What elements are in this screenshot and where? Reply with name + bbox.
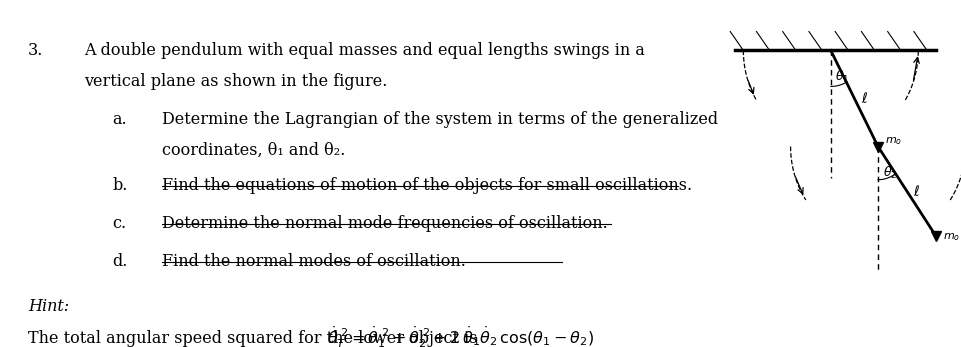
- Text: d.: d.: [112, 253, 128, 270]
- Text: vertical plane as shown in the figure.: vertical plane as shown in the figure.: [85, 73, 387, 90]
- Text: Find the normal modes of oscillation.: Find the normal modes of oscillation.: [161, 253, 465, 270]
- Text: $m_o$: $m_o$: [884, 135, 901, 146]
- Text: Determine the normal mode frequencies of oscillation.: Determine the normal mode frequencies of…: [161, 215, 606, 232]
- Text: $m_o$: $m_o$: [942, 231, 959, 243]
- Text: coordinates, θ₁ and θ₂.: coordinates, θ₁ and θ₂.: [161, 142, 345, 159]
- Text: $\dot{\theta}_T^{\ 2} = \dot{\theta}_1^{\ 2} + \dot{\theta}_2^{\ 2} + 2\,\dot{\t: $\dot{\theta}_T^{\ 2} = \dot{\theta}_1^{…: [326, 324, 593, 347]
- Text: Find the equations of motion of the objects for small oscillations.: Find the equations of motion of the obje…: [161, 177, 691, 194]
- Text: Hint:: Hint:: [28, 298, 69, 315]
- Text: Determine the Lagrangian of the system in terms of the generalized: Determine the Lagrangian of the system i…: [161, 111, 717, 128]
- Text: $\ell$: $\ell$: [860, 91, 867, 106]
- Text: 3.: 3.: [28, 42, 43, 59]
- Text: A double pendulum with equal masses and equal lengths swings in a: A double pendulum with equal masses and …: [85, 42, 645, 59]
- Text: The total angular speed squared for the lower object is: The total angular speed squared for the …: [28, 330, 482, 347]
- Text: $\ell$: $\ell$: [912, 184, 919, 198]
- Text: $\theta_1$: $\theta_1$: [834, 69, 849, 85]
- Text: c.: c.: [112, 215, 126, 232]
- Text: $\theta_2$: $\theta_2$: [882, 165, 897, 181]
- Text: a.: a.: [112, 111, 127, 128]
- Text: b.: b.: [112, 177, 128, 194]
